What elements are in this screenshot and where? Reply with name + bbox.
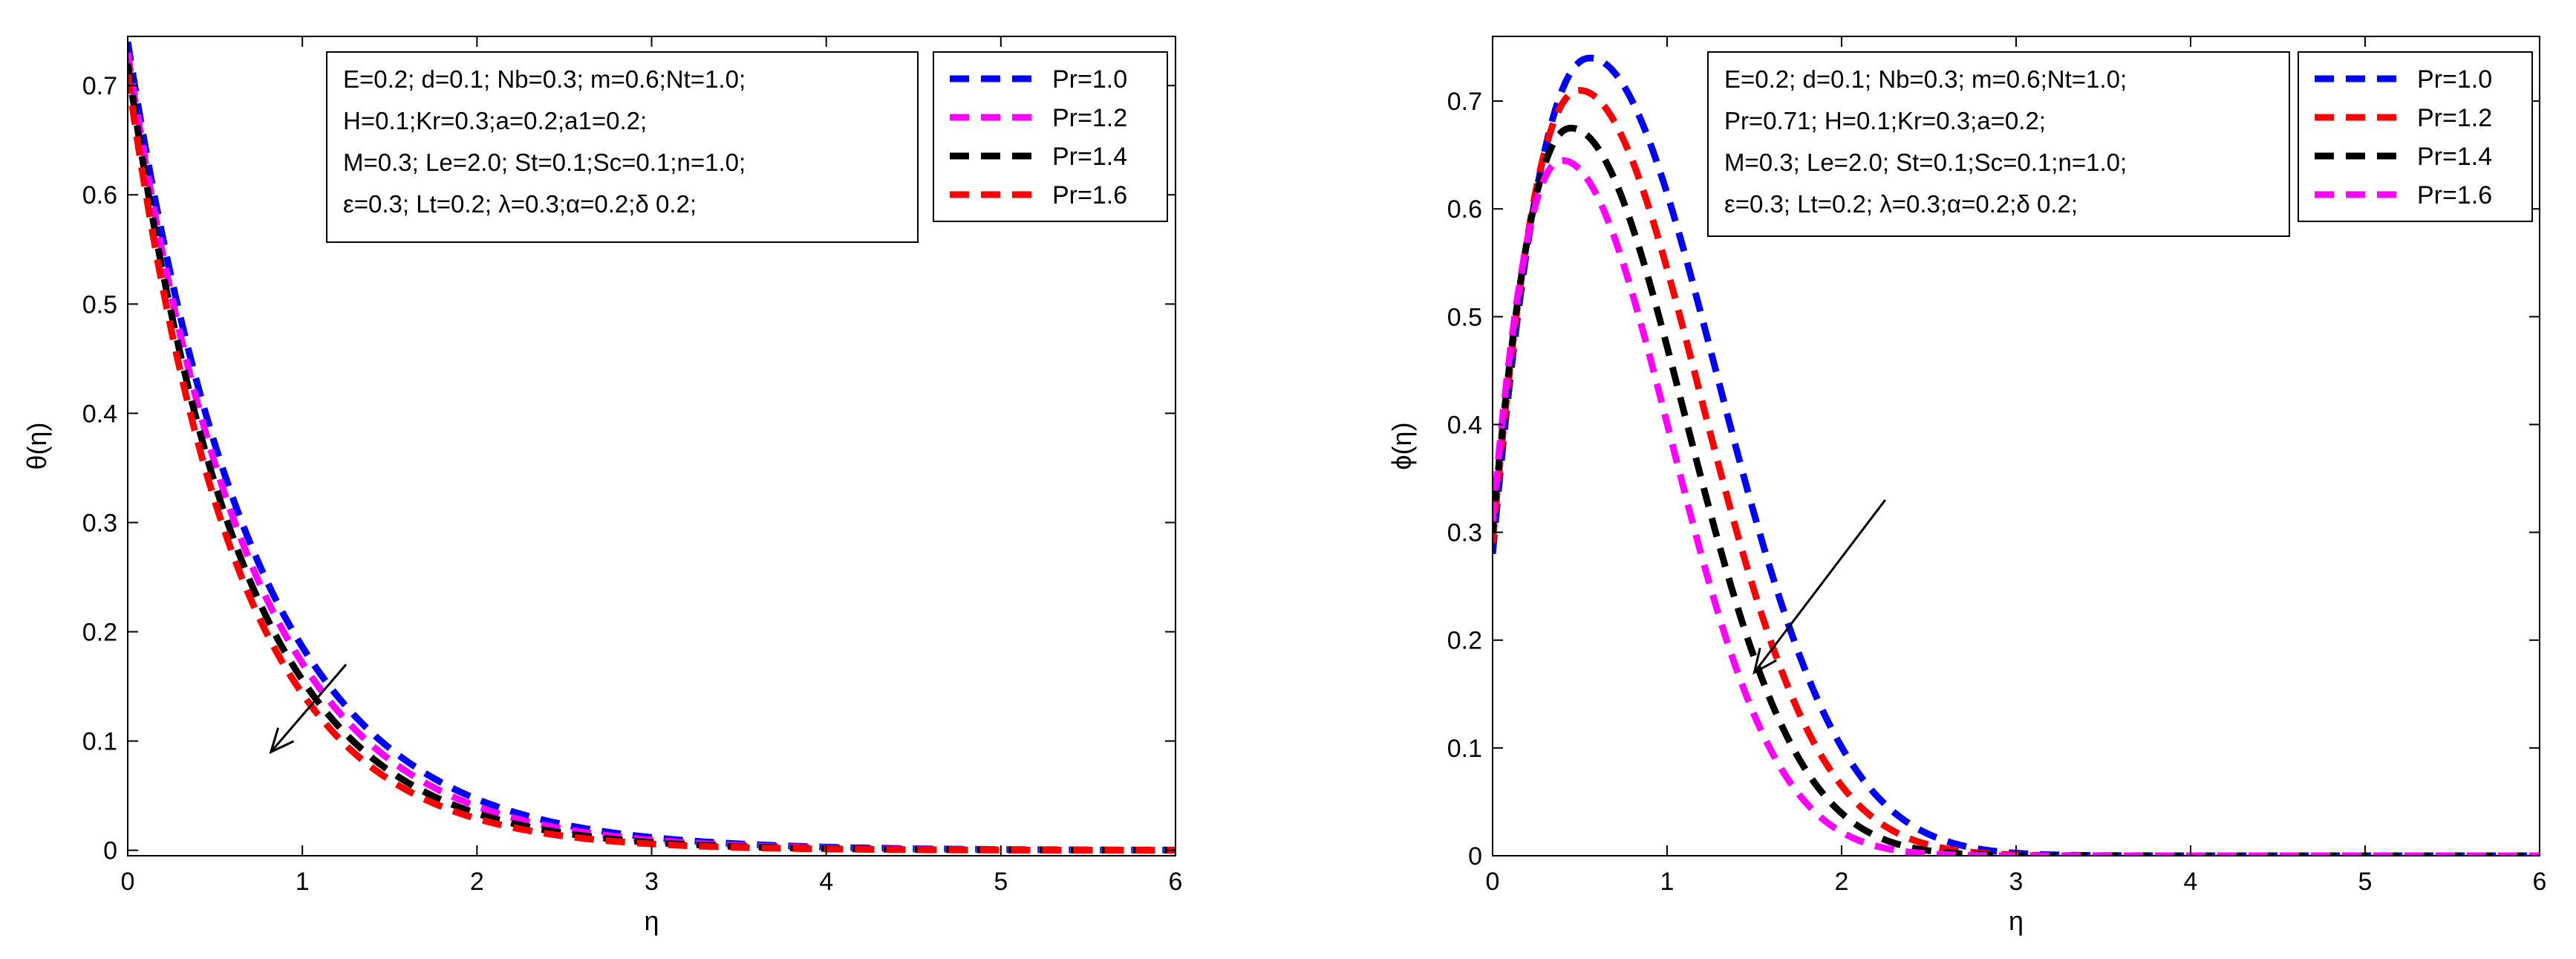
legend-label: Pr=1.0: [2417, 65, 2492, 94]
y-tick-label: 0.2: [82, 619, 117, 647]
params-line: E=0.2; d=0.1; Nb=0.3; m=0.6;Nt=1.0;: [1724, 65, 2127, 93]
y-tick-label: 0.4: [82, 400, 117, 428]
y-tick-label: 0.7: [1447, 88, 1482, 116]
series-line-pr-1-4: [1493, 125, 2540, 856]
legend-box: [933, 51, 1168, 222]
x-tick-label: 4: [2184, 868, 2198, 896]
legend-label: Pr=1.0: [1052, 65, 1127, 94]
y-tick-label: 0: [103, 837, 117, 865]
x-tick-label: 2: [470, 868, 484, 896]
y-tick-label: 0.5: [82, 290, 117, 319]
x-tick-label: 3: [2009, 868, 2024, 896]
y-tick-label: 0.5: [1447, 303, 1482, 331]
x-tick-label: 0: [1486, 868, 1500, 896]
trend-arrow-shaft: [1753, 499, 1886, 674]
trend-arrow-head: [1752, 647, 1778, 675]
y-tick-label: 0.2: [1447, 627, 1482, 655]
legend-label: Pr=1.2: [2417, 104, 2492, 132]
params-line: M=0.3; Le=2.0; St=0.1;Sc=0.1;n=1.0;: [343, 149, 746, 176]
series-line-pr-1-6: [1493, 157, 2540, 856]
legend-box: [2298, 51, 2533, 222]
legend-label: Pr=1.4: [1052, 143, 1127, 171]
y-tick-label: 0.1: [1447, 735, 1482, 763]
x-tick-label: 6: [1169, 868, 1183, 896]
phi-chart: 0 1 2 3 4 5 6 0 0.1 0.2 0.3 0.4 0.5 0.6 0.7 η ϕ(η) E=0.2;…: [1386, 36, 2546, 936]
params-line: ε=0.3; Lt=0.2; λ=0.3;α=0.2;δ 0.2;: [1724, 190, 2078, 218]
trend-arrow-shaft: [270, 663, 348, 753]
legend-label: Pr=1.6: [1052, 181, 1127, 209]
x-tick-label: 0: [121, 868, 135, 896]
x-tick-label: 3: [645, 868, 659, 896]
x-tick-label: 1: [296, 868, 310, 896]
x-tick-label: 4: [819, 868, 833, 896]
x-tick-label: 6: [2533, 868, 2547, 896]
y-tick-label: 0.3: [1447, 519, 1482, 547]
x-tick-label: 1: [1660, 868, 1675, 896]
x-axis-label: η: [2009, 906, 2024, 936]
trend-arrow-head: [269, 727, 295, 755]
params-box: [326, 51, 919, 243]
y-tick-label: 0.1: [82, 728, 117, 756]
y-axis-label: ϕ(η): [1386, 422, 1417, 469]
params-line: ε=0.3; Lt=0.2; λ=0.3;α=0.2;δ 0.2;: [343, 190, 697, 218]
x-tick-label: 2: [1835, 868, 1849, 896]
legend-label: Pr=1.6: [2417, 181, 2492, 209]
y-tick-label: 0: [1468, 842, 1482, 871]
series-line-pr-1-6: [128, 74, 1175, 854]
y-tick-label: 0.4: [1447, 411, 1482, 439]
legend-label: Pr=1.2: [1052, 104, 1127, 132]
theta-chart: 0 1 2 3 4 5 6 0 0.1 0.2 0.3 0.4 0.5 0.6 0.7 η θ(η) E=0.2;…: [22, 36, 1182, 936]
series-group: [128, 41, 1175, 854]
y-tick-label: 0.6: [82, 181, 117, 209]
x-tick-label: 5: [2358, 868, 2373, 896]
params-line: E=0.2; d=0.1; Nb=0.3; m=0.6;Nt=1.0;: [343, 65, 746, 93]
y-tick-label: 0.6: [1447, 195, 1482, 224]
params-line: H=0.1;Kr=0.3;a=0.2;a1=0.2;: [343, 107, 647, 134]
legend-label: Pr=1.4: [2417, 143, 2492, 171]
params-line: M=0.3; Le=2.0; St=0.1;Sc=0.1;n=1.0;: [1724, 149, 2127, 176]
x-tick-label: 5: [994, 868, 1008, 896]
x-axis-label: η: [644, 906, 659, 936]
params-box: [1707, 51, 2290, 237]
y-axis-label: θ(η): [22, 422, 52, 469]
y-tick-label: 0.7: [82, 72, 117, 100]
y-tick-label: 0.3: [82, 509, 117, 537]
params-line: Pr=0.71; H=0.1;Kr=0.3;a=0.2;: [1724, 107, 2046, 134]
